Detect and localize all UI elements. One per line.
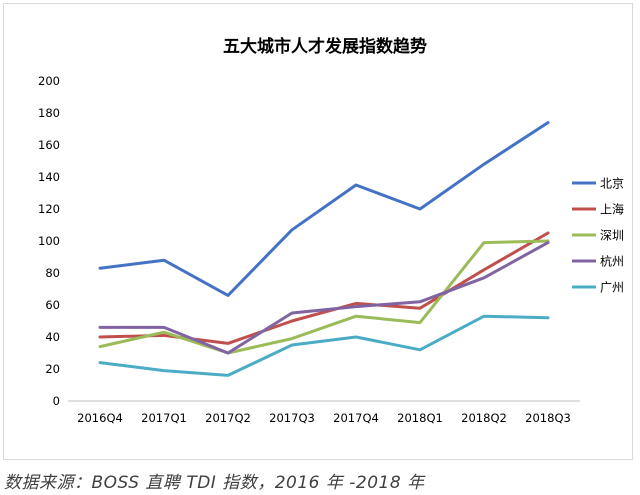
legend-label: 深圳 <box>600 229 624 243</box>
y-tick-label: 40 <box>45 330 60 344</box>
y-tick-label: 180 <box>38 106 60 120</box>
series-line <box>98 314 550 377</box>
x-tick-label: 2017Q4 <box>333 411 379 425</box>
line-chart: 五大城市人才发展指数趋势 0 20 40 60 80 100 120 140 160 180 200… <box>38 36 624 425</box>
x-tick-label: 2018Q2 <box>461 411 507 425</box>
x-tick-label: 2017Q3 <box>269 411 315 425</box>
y-tick-label: 0 <box>53 394 60 408</box>
series-layer <box>98 121 550 377</box>
legend-label: 杭州 <box>600 254 624 269</box>
y-axis: 0 20 40 60 80 100 120 140 160 180 200 <box>38 74 60 408</box>
source-caption: 数据来源：BOSS 直聘 TDI 指数，2016 年 -2018 年 <box>4 473 425 493</box>
y-tick-label: 60 <box>45 298 60 312</box>
x-tick-label: 2017Q2 <box>205 411 251 425</box>
y-tick-label: 100 <box>38 234 60 248</box>
legend-label: 广州 <box>600 281 624 295</box>
x-tick-label: 2016Q4 <box>77 411 123 425</box>
y-tick-label: 80 <box>45 266 60 280</box>
y-tick-label: 20 <box>45 362 60 376</box>
series-line <box>98 241 550 355</box>
x-tick-label: 2018Q1 <box>397 411 443 425</box>
legend-label: 上海 <box>600 202 624 217</box>
x-tick-label: 2018Q3 <box>525 411 571 425</box>
chart-title: 五大城市人才发展指数趋势 <box>223 36 427 57</box>
legend-label: 北京 <box>600 177 624 191</box>
series-line <box>98 239 550 355</box>
y-tick-label: 120 <box>38 202 60 216</box>
y-tick-label: 140 <box>38 170 60 184</box>
y-tick-label: 200 <box>38 74 60 88</box>
x-axis: 2016Q4 2017Q1 2017Q2 2017Q3 2017Q4 2018Q1 2018… <box>77 411 571 425</box>
series-line <box>98 121 550 297</box>
y-tick-label: 160 <box>38 138 60 152</box>
x-tick-label: 2017Q1 <box>141 411 187 425</box>
chart-frame <box>3 3 633 460</box>
